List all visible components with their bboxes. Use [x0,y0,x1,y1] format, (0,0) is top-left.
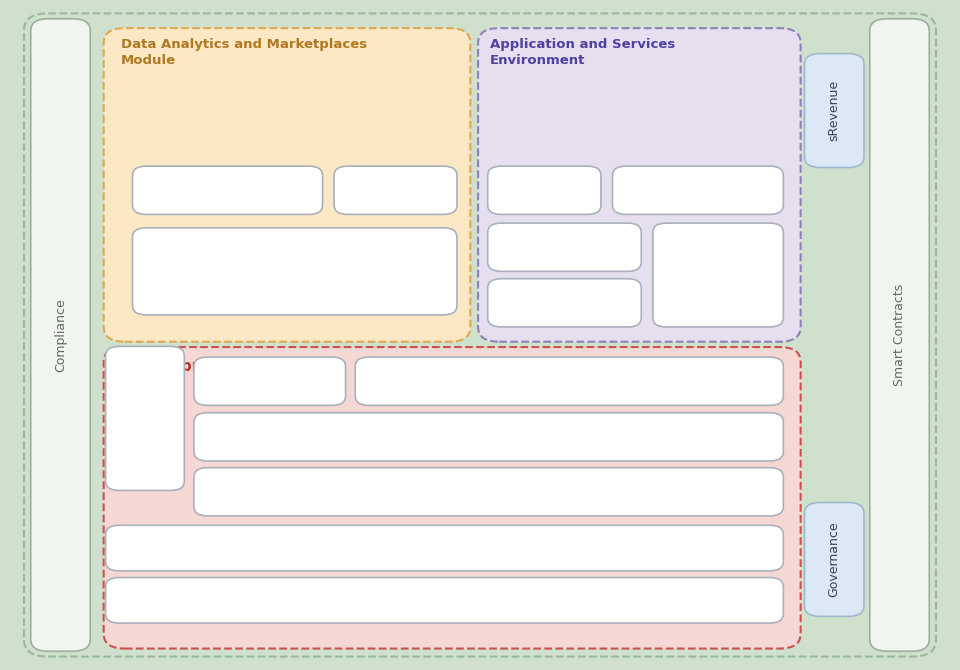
Text: sCompute: sCompute [534,296,595,310]
Text: Integration Layer: Integration Layer [392,541,497,555]
Text: sRevenue: sRevenue [828,80,841,141]
FancyBboxPatch shape [106,346,184,490]
FancyBboxPatch shape [31,19,90,651]
Text: Governance: Governance [828,522,841,597]
FancyBboxPatch shape [194,357,346,405]
FancyBboxPatch shape [488,223,641,271]
Text: sCollectors: sCollectors [411,594,478,607]
Text: Query Layer: Query Layer [451,430,526,444]
FancyBboxPatch shape [132,166,323,214]
Text: Data Fabric: Data Fabric [118,359,212,374]
Text: Data Analytics and Marketplaces
Module: Data Analytics and Marketplaces Module [121,38,367,67]
FancyBboxPatch shape [653,223,783,327]
FancyBboxPatch shape [104,347,801,649]
FancyBboxPatch shape [334,166,457,214]
FancyBboxPatch shape [612,166,783,214]
FancyBboxPatch shape [355,357,783,405]
Text: Marketplace Integrators: Marketplace Integrators [154,184,301,197]
Text: Datasets: Datasets [541,375,597,388]
Text: Smart Contracts: Smart Contracts [893,284,906,386]
FancyBboxPatch shape [106,578,783,623]
FancyBboxPatch shape [804,502,864,616]
FancyBboxPatch shape [194,468,783,516]
Text: Data Product Provider: Data Product Provider [228,265,362,278]
FancyBboxPatch shape [24,13,936,657]
Text: Data at Rest: Data at Rest [450,485,527,498]
Text: sServices: sServices [536,241,593,254]
FancyBboxPatch shape [804,54,864,168]
FancyBboxPatch shape [488,166,601,214]
FancyBboxPatch shape [132,228,457,315]
Text: Compliance: Compliance [54,298,67,372]
FancyBboxPatch shape [194,413,783,461]
Text: sIntelligence: sIntelligence [357,184,434,197]
Text: sChannel: sChannel [690,269,746,281]
Text: Stream
Data: Stream Data [123,405,167,432]
FancyBboxPatch shape [488,279,641,327]
Text: sApp: sApp [683,184,713,197]
Text: sPortal: sPortal [523,184,565,197]
Text: Application and Services
Environment: Application and Services Environment [490,38,675,67]
FancyBboxPatch shape [104,28,470,342]
FancyBboxPatch shape [478,28,801,342]
FancyBboxPatch shape [870,19,929,651]
FancyBboxPatch shape [106,525,783,571]
Text: Statistical Data: Statistical Data [223,375,317,388]
